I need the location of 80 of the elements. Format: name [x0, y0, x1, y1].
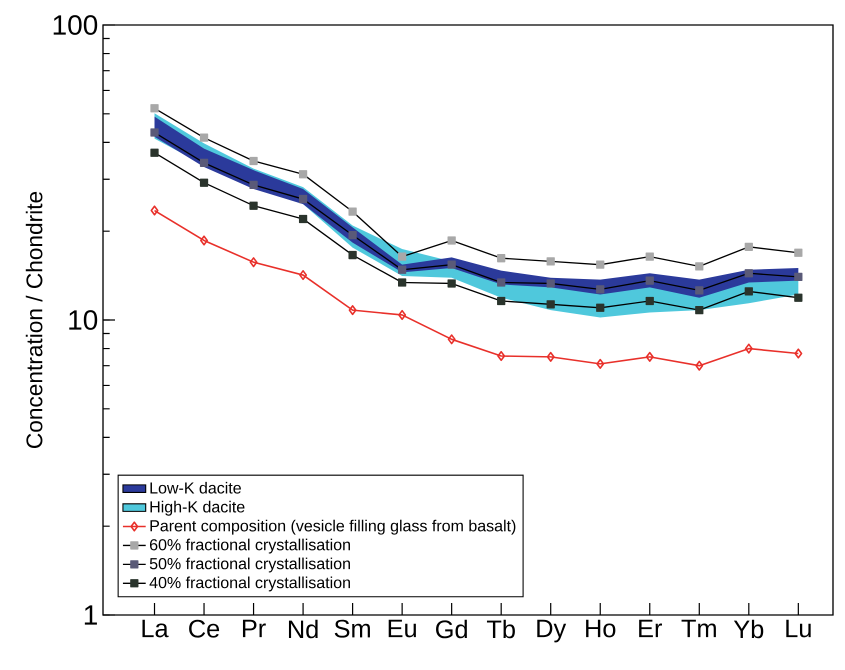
x-tick-label: Tm: [682, 620, 716, 638]
point: [448, 260, 456, 269]
point: [200, 134, 208, 142]
point: [744, 344, 753, 354]
legend-label: High-K dacite: [150, 500, 244, 516]
x-tick-label: Tb: [486, 620, 515, 638]
legend-label: 40% fractional crystallisation: [150, 576, 350, 592]
point: [546, 279, 555, 288]
point: [646, 276, 654, 285]
point: [200, 158, 208, 167]
point: [596, 304, 604, 312]
point: [448, 279, 456, 288]
point: [695, 306, 704, 314]
x-tick-label: Pr: [242, 620, 266, 638]
point: [695, 286, 704, 295]
point: [150, 148, 159, 157]
point: [398, 252, 406, 261]
point: [794, 294, 802, 302]
point: [794, 248, 802, 257]
y-tick-label: 10: [69, 310, 98, 330]
point: [744, 242, 753, 251]
x-tick-label: La: [142, 620, 169, 638]
x-tick-label: Ho: [586, 620, 616, 638]
point: [497, 296, 506, 306]
x-tick-label: Gd: [436, 620, 467, 638]
point: [250, 257, 258, 268]
point: [546, 257, 555, 266]
point: [298, 194, 308, 204]
point: [497, 278, 506, 287]
point: [249, 180, 258, 190]
y-axis-title: Concentration / Chondrite: [26, 192, 42, 448]
point: [298, 214, 308, 224]
y-tick-label: 1: [84, 605, 97, 625]
point: [695, 262, 704, 270]
point: [348, 207, 357, 216]
point: [150, 128, 159, 137]
legend-label: Parent composition (vesicle filling glass from basalt): [150, 520, 516, 535]
point: [546, 300, 555, 308]
x-tick-label: Dy: [537, 620, 566, 642]
point: [348, 250, 357, 260]
point: [249, 202, 258, 210]
point: [794, 272, 802, 282]
x-tick-label: Yb: [734, 620, 764, 638]
point: [546, 352, 555, 362]
point: [497, 254, 506, 262]
point: [744, 287, 753, 296]
x-tick-label: Lu: [786, 620, 811, 638]
point: [398, 278, 406, 287]
legend-label: 50% fractional crystallisation: [150, 558, 350, 572]
legend-label: 60% fractional crystallisation: [150, 538, 350, 554]
point: [497, 350, 506, 362]
point: [298, 170, 308, 178]
x-tick-label: Er: [639, 620, 662, 638]
point: [596, 260, 604, 269]
point: [596, 358, 604, 369]
point: [794, 348, 802, 359]
point: [348, 230, 357, 240]
x-tick-label: Eu: [388, 620, 416, 638]
point: [744, 269, 753, 278]
point: [448, 236, 456, 245]
point: [695, 360, 704, 371]
y-tick-label: 100: [54, 15, 98, 35]
x-tick-label: Ce: [189, 620, 220, 638]
point: [646, 252, 654, 261]
point: [398, 310, 406, 320]
point: [249, 156, 258, 166]
point: [596, 285, 604, 294]
point: [200, 235, 208, 246]
legend-label: Low-K dacite: [150, 482, 241, 494]
point: [448, 334, 456, 344]
x-tick-label: Sm: [334, 620, 370, 638]
point: [150, 104, 159, 112]
point: [348, 305, 357, 316]
point: [646, 296, 654, 306]
point: [150, 205, 159, 216]
x-tick-label: Nd: [288, 620, 318, 638]
point: [646, 352, 654, 362]
point: [398, 266, 406, 274]
point: [200, 178, 208, 187]
point: [299, 270, 308, 280]
